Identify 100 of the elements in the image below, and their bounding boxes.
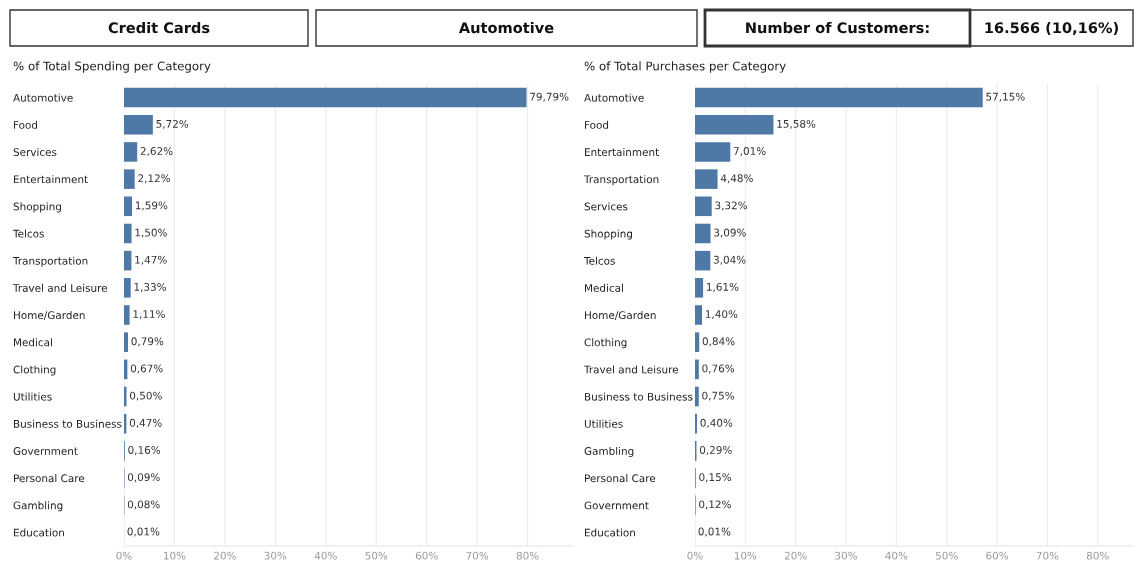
y-tick-label: Entertainment xyxy=(14,175,88,184)
y-tick-label: Personal Care xyxy=(14,474,85,483)
data-label: 0,08% xyxy=(127,500,160,510)
x-tick-label: 30% xyxy=(835,551,858,560)
data-label: 4,48% xyxy=(720,174,753,184)
bar xyxy=(695,142,731,162)
y-tick-label: Clothing xyxy=(584,338,627,349)
bar xyxy=(124,332,128,352)
data-label: 0,01% xyxy=(698,527,731,537)
y-tick-label: Personal Care xyxy=(585,474,656,483)
y-tick-label: Services xyxy=(584,202,628,211)
data-label: 1,50% xyxy=(135,228,167,238)
x-tick-label: 30% xyxy=(264,551,287,560)
data-label: 0,29% xyxy=(699,446,732,455)
bar xyxy=(695,114,774,135)
data-label: 2,62% xyxy=(140,147,173,157)
x-tick-label: 70% xyxy=(1036,551,1059,560)
x-tick-label: 10% xyxy=(734,551,757,560)
x-tick-label: 50% xyxy=(935,551,958,560)
x-tick-label: 40% xyxy=(885,551,908,560)
y-tick-label: Government xyxy=(13,447,78,455)
data-label: 1,40% xyxy=(705,310,738,320)
y-tick-label: Transportation xyxy=(12,256,88,267)
y-tick-label: Medical xyxy=(14,338,52,347)
data-label: 0,75% xyxy=(702,391,735,401)
y-tick-label: Clothing xyxy=(13,365,56,376)
y-tick-label: Home/Garden xyxy=(585,311,656,320)
y-tick-label: Entertainment xyxy=(585,147,659,157)
bar xyxy=(124,114,153,135)
data-label: 7,01% xyxy=(733,147,766,157)
x-tick-label: 0% xyxy=(687,551,703,560)
y-tick-label: Business to Business xyxy=(14,419,122,428)
data-label: 3,32% xyxy=(715,201,748,211)
data-label: 1,11% xyxy=(133,310,165,320)
y-tick-label: Gambling xyxy=(13,501,63,512)
y-tick-label: Food xyxy=(14,120,38,129)
data-label: 2,12% xyxy=(138,174,170,184)
bar xyxy=(695,250,711,271)
x-tick-label: 20% xyxy=(214,551,236,560)
data-label: 0,40% xyxy=(700,418,733,428)
x-tick-label: 60% xyxy=(986,551,1009,560)
data-label: 57,15% xyxy=(986,92,1025,102)
data-label: 0,79% xyxy=(131,337,164,347)
bar xyxy=(695,305,703,325)
y-tick-label: Transportation xyxy=(583,175,659,186)
text: Credit Cards xyxy=(108,21,210,34)
bar xyxy=(695,278,704,298)
y-tick-label: Automotive xyxy=(13,93,73,102)
text: 16.566 (10,16%) xyxy=(985,21,1118,36)
bar xyxy=(124,223,132,244)
x-tick-label: 40% xyxy=(314,551,337,560)
bar xyxy=(124,87,527,108)
x-tick-label: 10% xyxy=(164,551,186,560)
y-tick-label: Business to Business xyxy=(585,392,693,401)
y-tick-label: Telcos xyxy=(583,256,615,265)
x-tick-label: 80% xyxy=(1086,551,1109,560)
data-label: 0,15% xyxy=(699,473,732,483)
bar xyxy=(124,196,133,217)
bar xyxy=(695,386,699,407)
bar xyxy=(695,223,711,244)
y-tick-label: Services xyxy=(13,147,57,157)
y-tick-label: Telcos xyxy=(12,229,44,238)
bar xyxy=(124,386,127,407)
text: Number of Customers: xyxy=(746,21,929,34)
y-tick-label: Home/Garden xyxy=(14,311,85,320)
bar xyxy=(695,87,983,108)
data-label: 3,04% xyxy=(713,255,746,265)
data-label: 1,61% xyxy=(707,282,739,292)
data-label: 15,58% xyxy=(777,119,816,129)
x-tick-label: 0% xyxy=(116,551,132,560)
y-tick-label: Shopping xyxy=(13,202,61,213)
data-label: 0,09% xyxy=(127,473,160,483)
y-tick-label: Education xyxy=(585,528,635,537)
data-label: 0,50% xyxy=(129,391,162,401)
data-label: 5,72% xyxy=(156,119,189,129)
y-tick-label: Medical xyxy=(585,283,623,292)
y-tick-label: Government xyxy=(584,501,649,510)
x-tick-label: 50% xyxy=(365,551,388,560)
data-label: 1,47% xyxy=(135,255,167,265)
bar xyxy=(124,250,132,271)
y-tick-label: Automotive xyxy=(584,93,644,102)
data-label: 1,33% xyxy=(134,282,166,292)
bar xyxy=(695,196,712,217)
y-tick-label: Utilities xyxy=(584,419,623,428)
y-tick-label: Utilities xyxy=(13,392,52,401)
data-label: 0,01% xyxy=(127,527,160,537)
bar xyxy=(124,278,131,298)
bar xyxy=(695,169,718,189)
data-label: 0,67% xyxy=(130,364,163,374)
y-tick-label: Travel and Leisure xyxy=(583,365,679,374)
data-label: 0,47% xyxy=(129,418,162,428)
y-tick-label: Travel and Leisure xyxy=(12,283,108,292)
x-tick-label: 60% xyxy=(415,551,438,560)
bar xyxy=(124,169,135,189)
data-label: 0,12% xyxy=(699,500,731,510)
x-tick-label: 20% xyxy=(784,551,807,560)
data-label: 0,16% xyxy=(128,446,161,455)
y-tick-label: Food xyxy=(585,120,609,129)
y-tick-label: Education xyxy=(14,528,64,537)
chart-title: % of Total Purchases per Category xyxy=(584,61,786,73)
